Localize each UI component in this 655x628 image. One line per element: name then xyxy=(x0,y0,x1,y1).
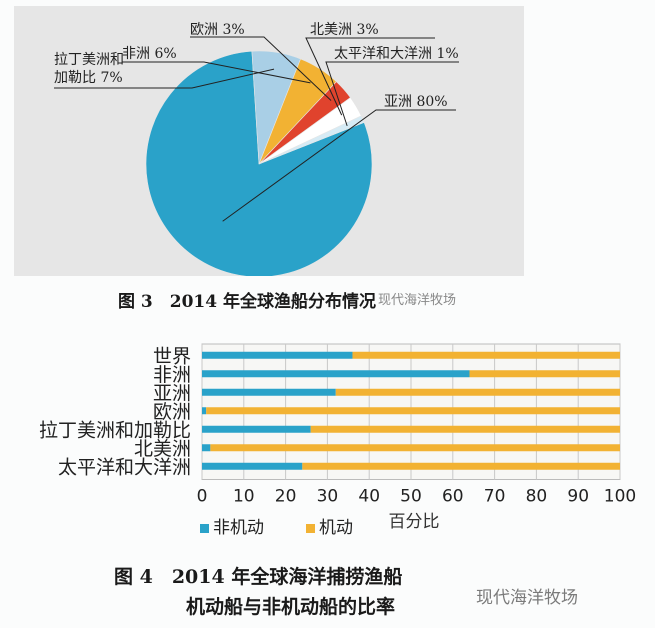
x-tick-label: 60 xyxy=(442,487,464,507)
pie-chart-panel: 亚洲 80% 拉丁美洲和加勒比 7% 非洲 6% 欧洲 3% 北美洲 3% 太平洋和大洋洲… xyxy=(14,6,524,276)
bar-segment-motorized xyxy=(210,444,621,452)
x-tick-label: 40 xyxy=(358,487,380,507)
bar-segment-motorized xyxy=(310,425,620,433)
pie-leader-line xyxy=(222,109,456,222)
category-label: 北美洲 xyxy=(134,438,191,460)
category-label: 非洲 xyxy=(153,364,191,386)
legend-label: 非机动 xyxy=(213,518,264,538)
pie-leader-line xyxy=(190,36,332,101)
pie-label: 非洲 6% xyxy=(122,46,177,62)
bar-segment-motorized xyxy=(302,462,620,470)
x-tick-label: 10 xyxy=(233,487,255,507)
pie-label: 北美洲 3% xyxy=(310,22,379,38)
pie-chart: 亚洲 80% 拉丁美洲和加勒比 7%非洲 6% 欧洲 3% 北美洲 3% 太平洋和大洋洲… xyxy=(54,22,459,276)
figure3-caption: 图 3 2014 年全球渔船分布情况 xyxy=(118,292,376,312)
bar-segment-non-motorized xyxy=(202,462,303,470)
pie-leader-line xyxy=(325,61,459,127)
legend-swatch xyxy=(200,524,209,533)
pie-leader-line xyxy=(54,68,275,89)
bar-segment-non-motorized xyxy=(202,351,353,359)
category-label: 太平洋和大洋洲 xyxy=(58,456,191,478)
pie-label: 拉丁美洲和加勒比 7% xyxy=(54,52,124,86)
bar-segment-non-motorized xyxy=(202,407,207,415)
figure4-caption-line1: 图 4 2014 年全球海洋捕捞渔船 xyxy=(114,566,403,588)
bar-segment-non-motorized xyxy=(202,370,470,378)
figure4-caption-line2: 机动船与非机动船的比率 xyxy=(186,596,396,618)
x-tick-label: 0 xyxy=(197,487,208,507)
pie-leader-line xyxy=(122,61,311,84)
legend-swatch xyxy=(306,524,315,533)
legend-label: 机动 xyxy=(319,518,353,538)
category-label: 亚洲 xyxy=(153,382,191,404)
bar-segment-motorized xyxy=(469,370,620,378)
bar-segment-non-motorized xyxy=(202,444,211,452)
x-tick-label: 90 xyxy=(567,487,589,507)
x-tick-label: 50 xyxy=(400,487,422,507)
x-axis-label: 百分比 xyxy=(389,512,440,532)
x-tick-label: 30 xyxy=(317,487,339,507)
x-tick-label: 20 xyxy=(275,487,297,507)
category-label: 欧洲 xyxy=(153,401,191,423)
pie-label: 亚洲 80% xyxy=(384,94,448,110)
pie-label: 欧洲 3% xyxy=(190,22,245,38)
bar-segment-motorized xyxy=(335,388,620,396)
pie-slice xyxy=(145,50,373,276)
bar-segment-non-motorized xyxy=(202,425,311,433)
bar-segment-non-motorized xyxy=(202,388,336,396)
pie-leader-line xyxy=(305,37,435,116)
watermark-2: 现代海洋牧场 xyxy=(476,588,578,608)
bar-segment-motorized xyxy=(206,407,620,415)
watermark-1: 现代海洋牧场 xyxy=(378,293,457,308)
x-tick-label: 100 xyxy=(604,487,636,507)
bar-segment-motorized xyxy=(352,351,620,359)
pie-label: 太平洋和大洋洲 1% xyxy=(334,46,459,62)
x-tick-label: 70 xyxy=(484,487,506,507)
x-tick-label: 80 xyxy=(526,487,548,507)
category-label: 拉丁美洲和加勒比 xyxy=(39,419,191,441)
category-label: 世界 xyxy=(153,345,191,367)
